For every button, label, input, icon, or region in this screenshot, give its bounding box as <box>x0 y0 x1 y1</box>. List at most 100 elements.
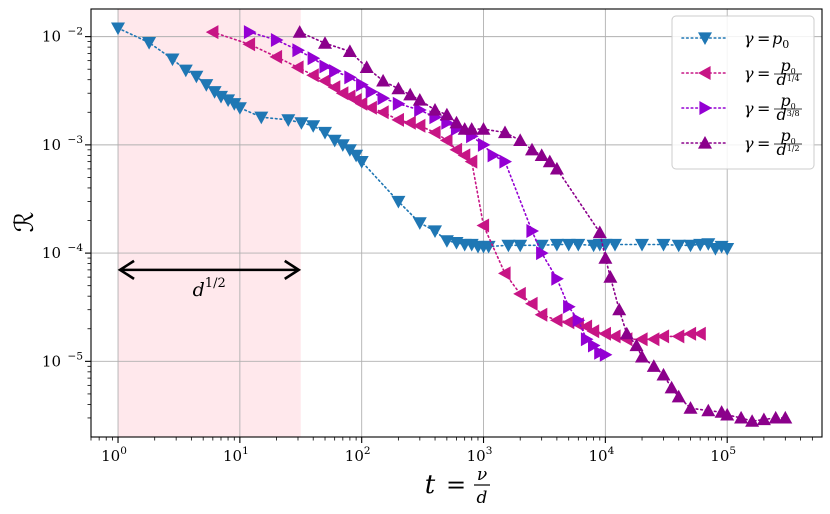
legend-numerator: p0 <box>780 56 795 76</box>
data-point <box>534 148 549 161</box>
data-point <box>549 313 563 328</box>
legend-marker <box>698 66 711 80</box>
legend-lhs: γ <box>744 64 754 83</box>
data-point <box>412 118 426 133</box>
data-point <box>391 81 406 95</box>
data-point <box>254 111 269 125</box>
data-point <box>619 326 634 340</box>
data-point <box>189 70 204 84</box>
shaded-region <box>118 9 301 437</box>
data-point <box>656 238 671 252</box>
data-point <box>199 79 214 92</box>
data-point <box>392 96 406 111</box>
data-point <box>756 412 771 426</box>
data-point <box>281 114 296 127</box>
data-point <box>319 59 332 74</box>
data-point <box>534 307 548 322</box>
data-point <box>635 238 649 252</box>
data-point <box>513 286 526 301</box>
data-point <box>598 326 611 341</box>
data-point <box>111 22 125 36</box>
legend-lhs: γ <box>744 99 754 118</box>
legend-numerator: p0 <box>780 126 795 146</box>
data-point <box>571 238 586 252</box>
data-point <box>327 80 341 95</box>
data-point <box>592 225 607 239</box>
data-point <box>292 25 307 38</box>
data-point <box>551 271 564 286</box>
annotation-layer: d1/2 <box>117 259 302 301</box>
y-tick-label: 10 −4 <box>42 242 83 262</box>
legend-marker <box>699 101 712 115</box>
data-point <box>599 347 613 362</box>
data-point <box>376 73 391 87</box>
annotation-base: d <box>193 279 205 301</box>
data-point <box>214 90 228 104</box>
data-point <box>549 161 564 175</box>
data-point <box>412 217 427 230</box>
data-point <box>306 120 321 133</box>
data-point <box>656 367 671 381</box>
legend-marker <box>698 136 712 149</box>
data-point <box>664 380 679 394</box>
data-point <box>525 142 539 156</box>
legend-equals: = <box>757 64 770 83</box>
annotation-label: d1/2 <box>193 276 226 301</box>
data-point <box>671 239 686 253</box>
series-layer <box>111 22 793 427</box>
data-point <box>354 156 369 169</box>
data-point <box>342 44 357 57</box>
data-point <box>498 266 511 281</box>
arrow-head-right <box>284 259 302 280</box>
x-tick-label: 100 <box>101 445 127 465</box>
data-point <box>364 100 377 115</box>
data-point <box>178 64 193 78</box>
data-point <box>563 299 576 314</box>
data-point <box>294 117 309 130</box>
data-point <box>603 270 618 283</box>
data-point <box>391 195 406 209</box>
data-point <box>377 91 391 106</box>
data-point <box>243 25 257 40</box>
data-point <box>329 64 342 79</box>
data-point <box>306 68 319 83</box>
data-point <box>629 338 644 352</box>
data-point <box>428 225 442 238</box>
legend-denominator: d1/4 <box>776 70 799 89</box>
data-point <box>457 148 471 163</box>
data-point <box>403 115 416 130</box>
x-label-denominator: d <box>477 488 488 508</box>
data-point <box>525 296 538 311</box>
legend-lhs: γ <box>744 134 754 153</box>
data-point <box>439 107 454 121</box>
data-point <box>365 84 379 99</box>
data-point <box>412 93 427 106</box>
data-point <box>598 251 613 264</box>
y-tick-label: 10 −5 <box>42 350 83 370</box>
legend-denominator: d3/8 <box>776 105 799 124</box>
legend-numerator: p0 <box>780 91 795 111</box>
tick-label-layer: 100 101 102 103 104 105 10−5 10−4 10−3 10−2 <box>42 26 736 465</box>
data-point <box>291 60 304 75</box>
x-tick-label: 105 <box>710 445 736 465</box>
x-label-equals: = <box>446 471 466 499</box>
data-point <box>165 53 180 67</box>
legend-equals: = <box>757 99 770 118</box>
data-point <box>318 126 332 140</box>
data-point <box>207 86 222 99</box>
data-point <box>464 154 478 169</box>
series-2 <box>205 25 706 347</box>
data-point <box>656 329 670 344</box>
data-point <box>646 359 661 372</box>
data-point <box>476 218 490 233</box>
series-1 <box>111 22 735 256</box>
x-tick-label: 101 <box>223 445 249 465</box>
data-point <box>683 401 698 414</box>
legend-item-1: γ = p0 <box>681 29 789 51</box>
data-point <box>586 324 600 339</box>
y-tick-label: 10 −2 <box>42 26 83 46</box>
